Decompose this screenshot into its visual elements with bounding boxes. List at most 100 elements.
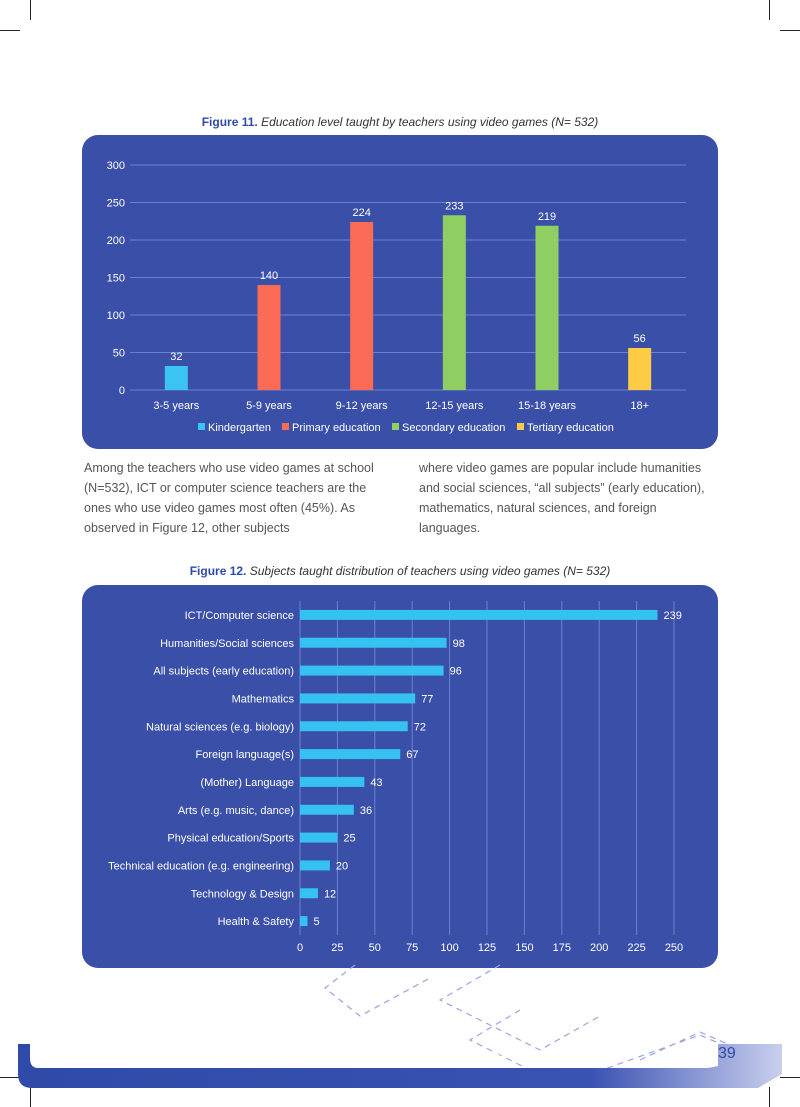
data-label: 20: [336, 860, 348, 872]
category-label: Mathematics: [232, 693, 295, 705]
figure-11-panel: 0 50 100 150 200 250 300 32 3-5 years 140 5-9 year…: [82, 135, 718, 449]
bar: [300, 776, 365, 787]
category-label: (Mother) Language: [200, 777, 294, 789]
bar: [300, 665, 444, 676]
y-tick-label: 300: [107, 160, 125, 172]
data-label: 25: [343, 833, 355, 845]
figure-11-title: Education level taught by teachers using…: [261, 115, 599, 129]
data-label: 12: [324, 888, 336, 900]
data-label: 140: [260, 270, 278, 282]
figure-12-title: Subjects taught distribution of teachers…: [249, 564, 611, 578]
data-label: 72: [414, 721, 426, 733]
figure-12-label: Figure 12.: [189, 564, 247, 578]
x-tick-label: 150: [515, 942, 533, 954]
crop-mark: [30, 0, 31, 20]
y-tick-label: 150: [107, 273, 125, 285]
bar: [164, 366, 188, 390]
bar: [300, 609, 658, 620]
legend-label: Primary education: [292, 422, 381, 434]
x-tick-label: 12-15 years: [425, 400, 484, 412]
bar: [350, 222, 374, 390]
x-tick-label: 3-5 years: [153, 400, 199, 412]
page-number: 39: [718, 1045, 736, 1062]
x-tick-label: 225: [627, 942, 645, 954]
footer-text: Video Games in European Schools: Results…: [58, 1049, 506, 1060]
bar: [300, 804, 354, 815]
bar: [257, 285, 281, 390]
legend-label: Tertiary education: [527, 422, 614, 434]
category-label: Foreign language(s): [196, 749, 294, 761]
data-label: 98: [453, 638, 465, 650]
legend-swatch: [392, 423, 399, 430]
category-label: Natural sciences (e.g. biology): [146, 721, 294, 733]
footer-band: [18, 1044, 782, 1088]
bar: [300, 749, 401, 760]
category-label: Technical education (e.g. engineering): [108, 860, 294, 872]
category-label: Physical education/Sports: [167, 833, 294, 845]
figure-12-chart: 0 25 50 75 100 125 150 175 200 225 250239ICT/Compu…: [108, 601, 683, 954]
bar: [300, 916, 308, 927]
figure-11-label: Figure 11.: [201, 115, 258, 129]
body-text-column-1: Among the teachers who use video games a…: [84, 461, 374, 535]
category-label: Technology & Design: [191, 888, 294, 900]
x-tick-label: 15-18 years: [518, 400, 577, 412]
bar: [628, 348, 652, 390]
bar: [300, 721, 408, 732]
y-tick-label: 50: [113, 348, 125, 360]
x-tick-label: 100: [440, 942, 458, 954]
x-tick-label: 18+: [630, 400, 649, 412]
category-label: Health & Safety: [218, 916, 295, 928]
figure-12-panel: 0 25 50 75 100 125 150 175 200 225 250 239 ICT/Compu…: [82, 585, 718, 968]
legend-swatch: [282, 423, 289, 430]
bar: [442, 215, 466, 390]
bar: [300, 693, 416, 704]
y-tick-label: 0: [119, 385, 125, 397]
crop-mark: [769, 1087, 770, 1107]
crop-mark: [0, 30, 20, 31]
y-tick-label: 100: [107, 310, 125, 322]
data-label: 219: [538, 211, 556, 223]
y-tick-label: 250: [107, 198, 125, 210]
x-tick-label: 125: [478, 942, 496, 954]
data-label: 5: [313, 916, 319, 928]
y-tick-label: 200: [107, 235, 125, 247]
category-label: ICT/Computer science: [185, 610, 294, 622]
data-label: 239: [664, 610, 682, 622]
crop-mark: [0, 1077, 20, 1078]
data-label: 36: [360, 805, 372, 817]
x-tick-label: 50: [369, 942, 381, 954]
category-label: All subjects (early education): [153, 666, 294, 678]
bar: [300, 888, 318, 899]
data-label: 96: [450, 666, 462, 678]
x-tick-label: 200: [590, 942, 608, 954]
data-label: 43: [370, 777, 382, 789]
bar: [300, 832, 338, 843]
crop-mark: [30, 1087, 31, 1107]
figure-11-caption: Figure 11. Education level taught by tea…: [0, 115, 800, 129]
x-tick-label: 9-12 years: [336, 400, 388, 412]
data-label: 67: [406, 749, 418, 761]
body-text-column-2: where video games are popular include hu…: [419, 461, 705, 535]
data-label: 77: [421, 693, 433, 705]
category-label: Arts (e.g. music, dance): [178, 805, 294, 817]
bar: [300, 637, 447, 648]
crop-mark: [780, 1077, 800, 1078]
legend-label: Kindergarten: [208, 422, 271, 434]
data-label: 224: [352, 207, 370, 219]
data-label: 233: [445, 200, 463, 212]
legend-label: Secondary education: [402, 422, 505, 434]
legend-swatch: [198, 423, 205, 430]
figure-11-chart: 0 50 100 150 200 250 300 32 3-5 years 140 5-9 year…: [107, 160, 686, 434]
category-label: Humanities/Social sciences: [160, 638, 294, 650]
legend-swatch: [517, 423, 524, 430]
crop-mark: [780, 30, 800, 31]
x-tick-label: 75: [406, 942, 418, 954]
x-tick-label: 250: [665, 942, 683, 954]
x-tick-label: 0: [297, 942, 303, 954]
x-tick-label: 5-9 years: [246, 400, 292, 412]
bar: [535, 225, 559, 390]
crop-mark: [769, 0, 770, 20]
x-tick-label: 25: [331, 942, 343, 954]
x-tick-label: 175: [553, 942, 571, 954]
data-label: 56: [634, 333, 646, 345]
